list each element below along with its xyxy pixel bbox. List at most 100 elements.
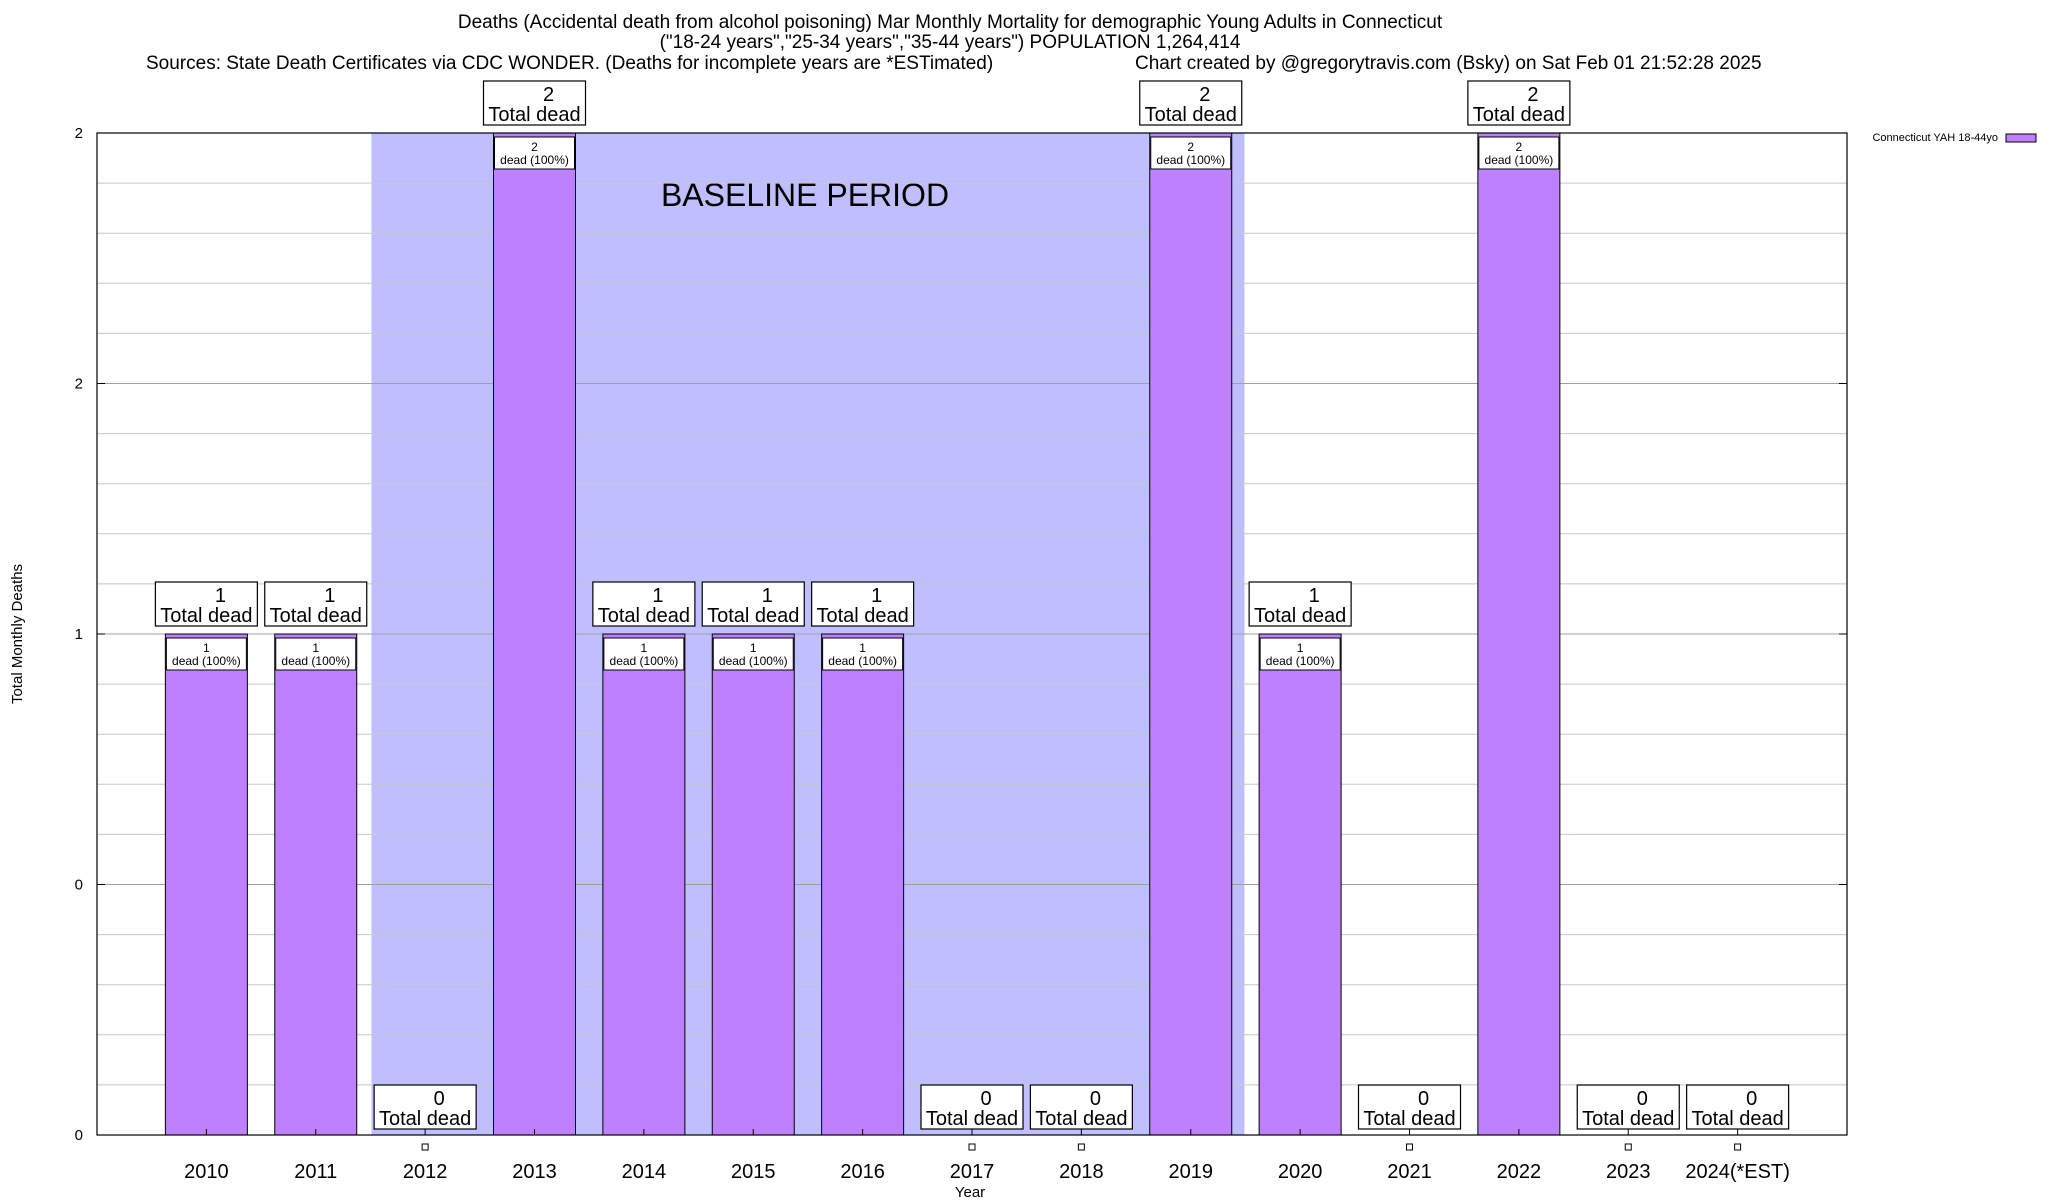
total-label-box — [264, 581, 368, 627]
bar-inner-label: dead (100%) — [610, 654, 679, 668]
total-label-value: 2 — [1527, 84, 1538, 106]
total-label-text: Total dead — [1582, 1108, 1674, 1130]
total-label-text: Total dead — [1691, 1108, 1783, 1130]
total-label-box — [1357, 1084, 1462, 1130]
total-label-box — [811, 581, 915, 627]
total-label-text: Total dead — [598, 605, 690, 627]
bar-inner-label: dead (100%) — [281, 654, 350, 668]
baseline-period-label: BASELINE PERIOD — [661, 177, 949, 213]
bar-inner-label: dead (100%) — [828, 654, 897, 668]
x-tick-label: 2022 — [1497, 1161, 1542, 1183]
zero-marker — [1406, 1143, 1413, 1151]
bar-inner-value: 1 — [312, 641, 319, 655]
total-label-value: 0 — [980, 1088, 991, 1110]
total-label-box — [1139, 80, 1243, 126]
bar-2020 — [1258, 633, 1342, 1136]
chart-title: Deaths (Accidental death from alcohol po… — [457, 12, 1443, 33]
x-tick-label: 2019 — [1169, 1161, 1214, 1183]
bar-inner-value: 1 — [203, 641, 210, 655]
total-label-value: 1 — [1309, 585, 1320, 607]
total-label-value: 0 — [1090, 1088, 1101, 1110]
bar-inner-value: 2 — [1516, 140, 1523, 154]
total-label-box — [1248, 581, 1352, 627]
bar-inner-value: 1 — [750, 641, 757, 655]
bar-inner-label: dead (100%) — [1266, 654, 1335, 668]
bar-inner-value: 2 — [1187, 140, 1194, 154]
total-label-value: 0 — [1746, 1088, 1757, 1110]
total-label-value: 0 — [1418, 1088, 1429, 1110]
x-tick-label: 2011 — [294, 1161, 337, 1183]
bar-inner-value: 1 — [1297, 641, 1304, 655]
bar-inner-label-box — [712, 637, 794, 671]
bar-2014 — [602, 633, 686, 1136]
total-label-text: Total dead — [1145, 104, 1237, 126]
bar-2013 — [493, 132, 576, 1136]
y-tick-label: 0 — [75, 877, 83, 894]
chart-subtitle: ("18-24 years","25-34 years","35-44 year… — [659, 32, 1241, 53]
credit-note: Chart created by @gregorytravis.com (Bsk… — [1135, 53, 1762, 74]
zero-marker — [421, 1143, 429, 1151]
x-tick-label: 2010 — [184, 1161, 229, 1183]
total-label-value: 0 — [434, 1088, 445, 1110]
bar-inner-value: 1 — [641, 641, 648, 655]
bar-2016 — [821, 633, 905, 1136]
total-label-box — [154, 581, 258, 627]
total-label-box — [1576, 1084, 1680, 1130]
bar-inner-value: 2 — [531, 140, 538, 154]
total-label-text: Total dead — [926, 1108, 1018, 1130]
total-label-box — [701, 581, 805, 627]
total-label-box — [373, 1084, 477, 1130]
total-label-value: 1 — [871, 585, 882, 607]
total-label-text: Total dead — [1363, 1108, 1455, 1130]
bar-inner-label-box — [1259, 637, 1341, 671]
bar-inner-label: dead (100%) — [1156, 153, 1225, 167]
x-tick-label: 2018 — [1059, 1161, 1104, 1183]
bar-inner-label-box — [1478, 136, 1560, 170]
x-tick-label: 2014 — [622, 1161, 667, 1183]
y-tick-label: 1 — [75, 626, 83, 643]
grid-layer — [97, 132, 1847, 1136]
total-label-value: 1 — [324, 585, 335, 607]
y-tick-label: 2 — [75, 376, 83, 393]
bar-inner-label: dead (100%) — [500, 153, 569, 167]
x-tick-label: 2013 — [512, 1161, 557, 1183]
x-tick-label: 2021 — [1387, 1161, 1432, 1183]
x-tick-label: 2023 — [1606, 1161, 1651, 1183]
x-tick-label: 2024(*EST) — [1685, 1161, 1790, 1183]
x-tick-label: 2016 — [840, 1161, 885, 1183]
total-label-box — [920, 1084, 1024, 1130]
total-label-value: 0 — [1637, 1088, 1648, 1110]
bar-inner-label: dead (100%) — [1485, 153, 1554, 167]
total-label-value: 1 — [652, 585, 663, 607]
total-label-text: Total dead — [379, 1108, 471, 1130]
x-axis-title: Year — [955, 1184, 985, 1200]
total-label-value: 1 — [215, 585, 226, 607]
total-label-box — [1029, 1084, 1133, 1130]
total-label-text: Total dead — [816, 605, 908, 627]
bar-inner-label-box — [275, 637, 357, 671]
bar-2022 — [1477, 132, 1561, 1136]
bar-inner-label: dead (100%) — [172, 654, 241, 668]
legend-label: Connecticut YAH 18-44yo — [1872, 132, 1998, 144]
plot-frame — [96, 132, 1848, 1136]
zero-marker — [1734, 1143, 1742, 1151]
total-label-text: Total dead — [160, 605, 252, 627]
total-label-value: 2 — [543, 84, 554, 106]
total-label-text: Total dead — [1473, 104, 1565, 126]
total-label-box — [482, 80, 587, 126]
x-tick-label: 2015 — [731, 1161, 776, 1183]
x-tick-label: 2017 — [950, 1161, 995, 1183]
bar-inner-value: 1 — [859, 641, 866, 655]
total-label-text: Total dead — [488, 104, 580, 126]
total-label-text: Total dead — [270, 605, 362, 627]
bar-2011 — [274, 633, 358, 1136]
bar-2010 — [164, 633, 248, 1136]
total-label-box — [592, 581, 696, 627]
bar-inner-label: dead (100%) — [719, 654, 788, 668]
bar-inner-label-box — [1150, 136, 1232, 170]
zero-marker — [1624, 1143, 1632, 1151]
x-tick-label: 2012 — [403, 1161, 448, 1183]
bars-layer — [164, 132, 1561, 1136]
